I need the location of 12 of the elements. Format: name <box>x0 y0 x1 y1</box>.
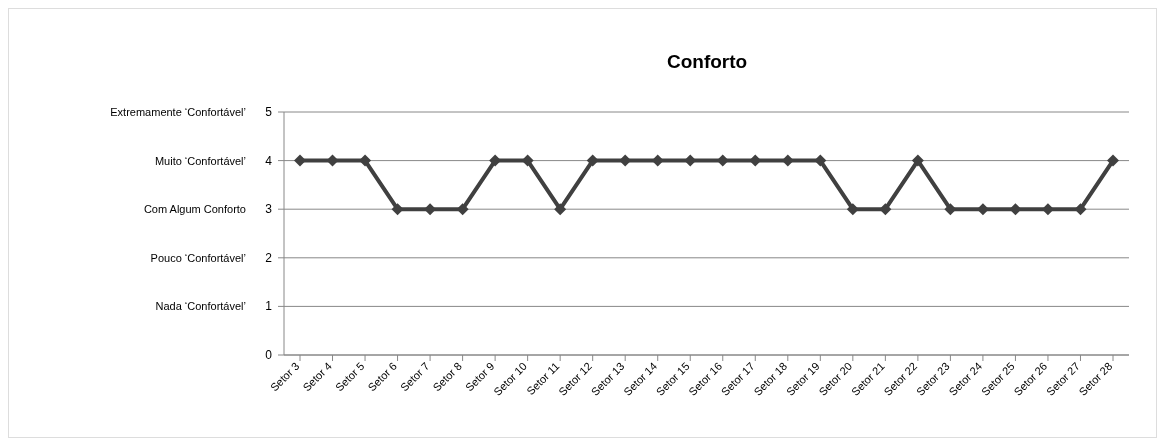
y-tick-label: 5 <box>265 105 273 119</box>
text: Pouco ‘Confortável’ <box>150 251 246 264</box>
y-tick-label: 4 <box>265 153 273 168</box>
y-tick-label: 3 <box>265 202 273 217</box>
text: Muito ‘Confortável’ <box>154 154 246 167</box>
y-tick-label: 0 <box>265 348 273 362</box>
text: Extremamente ‘Confortável’ <box>110 106 246 118</box>
text: Nada ‘Confortável’ <box>155 300 246 313</box>
text: Com Algum Conforto <box>143 203 246 216</box>
chart-title: Conforto <box>667 51 748 72</box>
y-tick-label: 1 <box>265 299 273 314</box>
y-tick-label: 2 <box>265 250 273 265</box>
